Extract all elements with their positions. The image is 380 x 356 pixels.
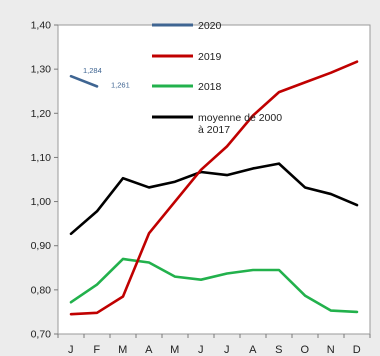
series-line-1: [69, 60, 359, 316]
x-tick-label: J: [224, 344, 230, 356]
legend-label-line: moyenne de 2000: [198, 112, 282, 124]
y-tick-label: 1,20: [31, 108, 52, 120]
y-tick-label: 1,30: [31, 64, 52, 76]
legend-label: moyenne de 2000 à 2017: [198, 112, 282, 136]
legend: 2020 2019 2018 moyenne de 2000 à 2017: [152, 20, 282, 136]
series-layer: [69, 60, 359, 316]
y-tick-label: 0,90: [31, 240, 52, 252]
x-tick-label: A: [249, 344, 257, 356]
series-line-0: [69, 74, 99, 88]
legend-label: 2018: [198, 81, 222, 93]
legend-label: 2019: [198, 51, 222, 63]
y-tick-label: 0,70: [31, 329, 52, 341]
plot-area: [57, 24, 371, 335]
x-tick-label: J: [68, 344, 74, 356]
y-tick-label: 0,80: [31, 284, 52, 296]
legend-label-line: à 2017: [198, 124, 230, 136]
data-label-2020: 1,261: [111, 80, 130, 89]
series-line-3: [69, 162, 359, 236]
series-line-2: [69, 257, 359, 314]
x-tick-label: F: [93, 344, 100, 356]
x-tick-label: S: [275, 344, 283, 356]
y-tick-label: 1,10: [31, 152, 52, 164]
x-tick-label: N: [327, 344, 335, 356]
y-axis: 0,70 0,80 0,90 1,00 1,10 1,20 1,30 1,40: [31, 20, 58, 341]
y-tick-label: 1,00: [31, 196, 52, 208]
y-tick-label: 1,40: [31, 20, 52, 32]
legend-label: 2020: [198, 20, 222, 32]
data-labels: 1,284 1,261: [83, 66, 130, 89]
x-tick-label: M: [170, 344, 180, 356]
x-tick-label: J: [198, 344, 204, 356]
x-tick-label: A: [145, 344, 153, 356]
x-tick-label: D: [353, 344, 361, 356]
data-label-2020: 1,284: [83, 66, 102, 75]
plot-frame: [57, 24, 371, 335]
x-tick-label: M: [118, 344, 128, 356]
x-tick-label: O: [300, 344, 309, 356]
